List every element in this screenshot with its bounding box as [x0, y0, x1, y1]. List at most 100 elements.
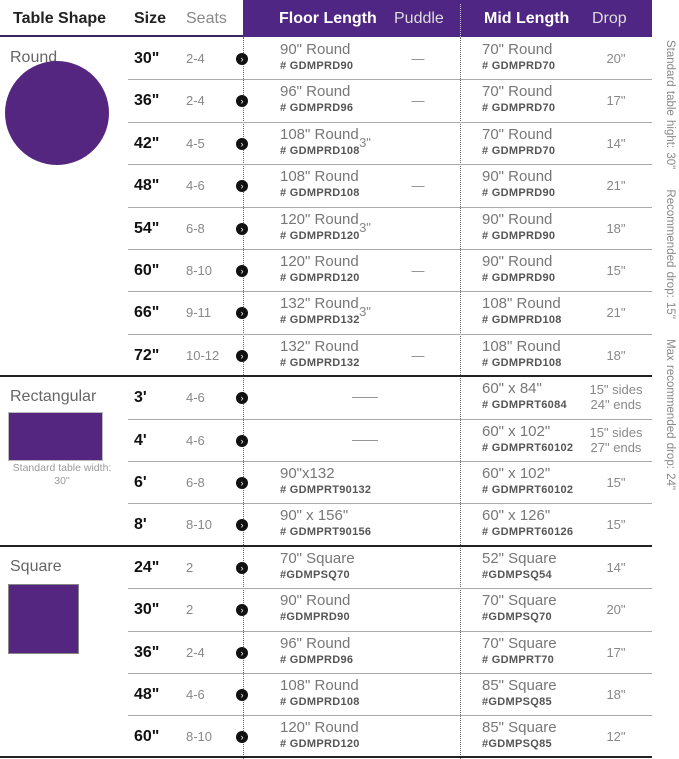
chevron-right-icon[interactable]: › — [236, 222, 248, 235]
product-size: 108" Round — [482, 295, 561, 313]
chevron-right-icon[interactable]: › — [236, 477, 248, 489]
chevron-right-icon[interactable]: › — [236, 265, 248, 277]
mid-length-product: 90" Round # GDMPRD90 — [482, 168, 555, 202]
mid-length-product: 108" Round # GDMPRD108 — [482, 295, 562, 329]
drop-value: 14" — [606, 559, 626, 575]
chevron-right-icon[interactable]: › — [236, 434, 248, 447]
chevron-right-icon[interactable]: › — [236, 604, 248, 617]
product-sku: # GDMPRT60102 — [482, 484, 574, 496]
floor-length-product: 90" x 156" # GDMPRT90156 — [280, 507, 371, 541]
product-sku: # GDMPRT90132 — [280, 484, 372, 496]
row-divider — [128, 206, 652, 208]
product-sku: # GDMPRD108 — [280, 144, 360, 157]
seats-value: 6-8 — [186, 220, 205, 236]
seats-value: 2-4 — [186, 93, 205, 109]
drop-value: 18" — [606, 220, 626, 236]
seats-value: 9-11 — [186, 305, 212, 321]
mid-length-product: 52" Square #GDMPSQ54 — [482, 550, 557, 584]
product-sku: # GDMPRD120 — [280, 738, 360, 751]
product-sku: #GDMPSQ54 — [482, 568, 552, 581]
drop-value: 15" — [606, 263, 626, 278]
shape-label: Square — [10, 557, 62, 575]
product-sku: # GDMPRD70 — [482, 102, 556, 115]
header-table-shape: Table Shape — [13, 10, 107, 27]
chevron-right-icon[interactable]: › — [236, 561, 248, 574]
mid-length-product: 60" x 102" # GDMPRT60102 — [482, 465, 573, 499]
product-size: 70" Round — [482, 41, 553, 58]
seats-value: 2-4 — [186, 644, 205, 660]
drop-value: 15" — [606, 517, 626, 533]
mid-length-product: 90" Round # GDMPRD90 — [482, 253, 555, 287]
chevron-right-icon[interactable]: › — [236, 731, 248, 744]
column-divider — [460, 37, 461, 759]
chevron-right-icon[interactable]: › — [236, 392, 248, 405]
product-sku: #GDMPSQ85 — [482, 696, 552, 708]
side-note: Standard table hight: 30" — [664, 40, 676, 170]
seats-value: 6-8 — [186, 475, 205, 490]
mid-length-product: 60" x 84" # GDMPRT6084 — [482, 380, 567, 414]
row-divider — [128, 630, 652, 632]
floor-length-product: 108" Round # GDMPRD108 — [280, 126, 360, 160]
product-size: 90" Round — [482, 168, 553, 186]
chevron-right-icon[interactable]: › — [236, 519, 248, 532]
floor-length-product: 120" Round # GDMPRD120 — [280, 719, 360, 753]
row-divider — [128, 461, 652, 462]
product-size: 132" Round — [280, 337, 359, 355]
size-value: 4' — [134, 431, 147, 449]
product-sku: #GDMPSQ70 — [280, 568, 350, 581]
mid-length-product: 70" Square # GDMPRT70 — [482, 635, 557, 669]
drop-value: 15" sides 24" ends — [589, 382, 643, 413]
product-size: 70" Round — [482, 125, 553, 143]
drop-value: 21" — [606, 305, 626, 321]
floor-length-product: 96" Round # GDMPRD96 — [280, 635, 353, 669]
chevron-right-icon[interactable]: › — [236, 180, 248, 193]
product-size: 90"x132 — [280, 465, 335, 482]
chevron-right-icon[interactable]: › — [236, 137, 248, 150]
chevron-right-icon[interactable]: › — [236, 307, 248, 320]
drop-value: 20" — [606, 602, 626, 618]
product-sku: # GDMPRD120 — [280, 229, 360, 242]
size-value: 54" — [134, 219, 160, 237]
puddle-value: — — [411, 263, 425, 278]
section-divider — [0, 375, 652, 378]
product-sku: # GDMPRD120 — [280, 272, 360, 284]
floor-length-product: 96" Round # GDMPRD96 — [280, 83, 353, 117]
size-value: 42" — [134, 134, 160, 152]
rectangular-shape-icon — [8, 412, 103, 462]
floor-length-product: 132" Round # GDMPRD132 — [280, 338, 360, 372]
drop-value: 17" — [606, 93, 626, 109]
shape-note: Standard table width: 30" — [12, 462, 112, 488]
floor-length-none: —— — [352, 389, 378, 405]
product-size: 70" Square — [482, 592, 557, 610]
square-shape-icon — [8, 583, 79, 654]
drop-value: 12" — [606, 729, 626, 745]
floor-length-product: 70" Square #GDMPSQ70 — [280, 550, 355, 584]
chevron-right-icon[interactable]: › — [236, 689, 248, 701]
mid-length-product: 70" Round # GDMPRD70 — [482, 126, 555, 160]
floor-length-product: 120" Round # GDMPRD120 — [280, 253, 360, 287]
chevron-right-icon[interactable]: › — [236, 95, 248, 108]
side-note: Max recommended drop: 24" — [664, 339, 676, 490]
size-value: 48" — [134, 686, 160, 703]
product-sku: # GDMPRD90 — [482, 272, 556, 284]
product-sku: # GDMPRD90 — [482, 229, 556, 242]
size-value: 8' — [134, 516, 147, 534]
drop-value: 15" — [606, 475, 626, 490]
puddle-value: — — [411, 347, 425, 363]
product-sku: # GDMPRT60126 — [482, 526, 574, 539]
mid-length-product: 90" Round # GDMPRD90 — [482, 211, 555, 245]
product-size: 60" x 102" — [482, 465, 551, 482]
mid-length-product: 108" Round # GDMPRD108 — [482, 338, 562, 372]
puddle-value: — — [411, 51, 425, 66]
product-size: 52" Square — [482, 549, 557, 567]
seats-value: 4-6 — [186, 432, 205, 448]
product-sku: # GDMPRD70 — [482, 144, 556, 157]
row-divider — [128, 715, 652, 717]
chevron-right-icon[interactable]: › — [236, 53, 248, 65]
chevron-right-icon[interactable]: › — [236, 646, 248, 659]
header-size: Size — [134, 10, 167, 27]
chevron-right-icon[interactable]: › — [236, 349, 248, 362]
row-divider — [128, 249, 652, 250]
drop-value: 17" — [606, 644, 626, 660]
floor-length-product: 90" Round #GDMPRD90 — [280, 592, 350, 626]
